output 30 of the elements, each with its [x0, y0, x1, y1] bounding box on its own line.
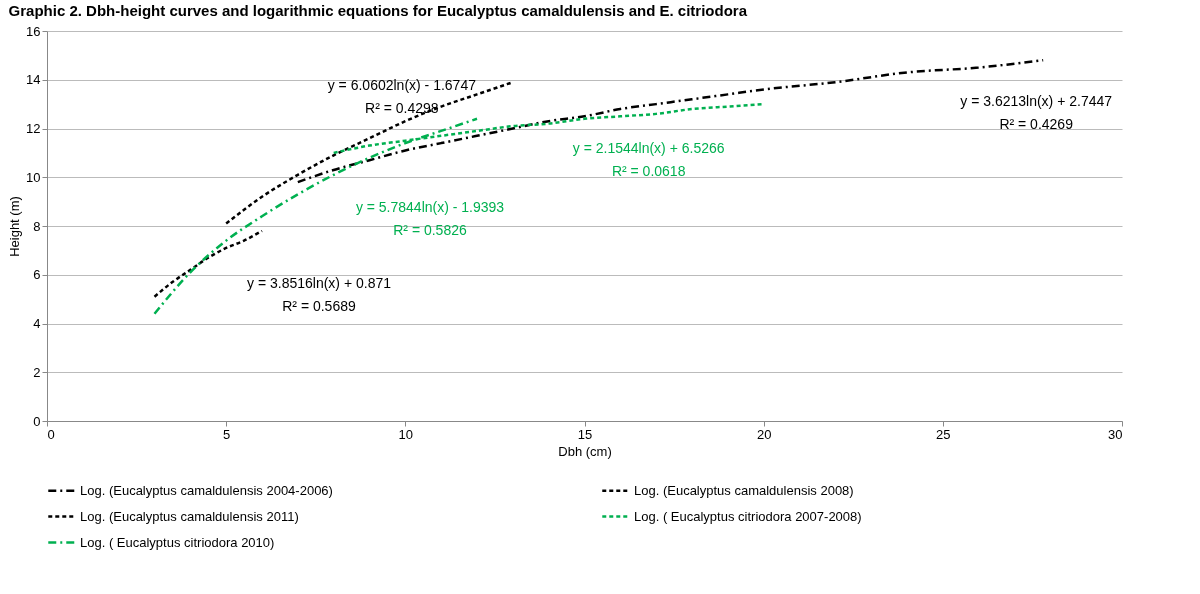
y-tick-label: 10 [26, 169, 41, 185]
legend-label: Log. ( Eucalyptus citriodora 2007-2008) [634, 508, 862, 524]
x-axis-title: Dbh (cm) [558, 443, 612, 459]
legend-label: Log. (Eucalyptus camaldulensis 2011) [80, 508, 299, 524]
legend-label: Log. (Eucalyptus camaldulensis 2008) [634, 482, 854, 498]
y-tick-label: 0 [33, 413, 41, 429]
y-tick-label: 14 [26, 72, 41, 88]
annotation: y = 5.7844ln(x) - 1.9393 R² = 0.5826 [355, 198, 505, 238]
x-tick-label: 25 [936, 426, 951, 442]
x-tick-label: 0 [47, 426, 55, 442]
chart-title: Graphic 2. Dbh-height curves and logarithmic equations for Eucalyptus camaldulensis and E. citriodora [8, 2, 748, 19]
x-tick-label: 20 [756, 426, 772, 442]
y-tick-label: 4 [33, 316, 41, 331]
x-tick-label: 30 [1108, 426, 1123, 442]
annotation: y = 6.0602ln(x) - 1.6747 R² = 0.4298 [327, 77, 477, 117]
annotation: y = 2.1544ln(x) + 6.5266 R² = 0.0618 [572, 140, 725, 180]
legend-label: Log. (Eucalyptus camaldulensis 2004-2006) [80, 482, 333, 498]
y-tick-label: 2 [33, 364, 41, 380]
y-tick-label: 12 [26, 121, 41, 136]
y-tick-label: 6 [33, 267, 41, 283]
x-tick-label: 10 [398, 426, 414, 442]
annotation: y = 3.8516ln(x) + 0.871 R² = 0.5689 [247, 274, 392, 314]
y-tick-label: 16 [26, 23, 41, 39]
legend-label: Log. ( Eucalyptus citriodora 2010) [80, 534, 275, 550]
x-tick-label: 5 [223, 426, 231, 442]
annotation: y = 3.6213ln(x) + 2.7447 R² = 0.4269 [960, 93, 1113, 133]
y-axis-title: Height (m) [7, 196, 23, 257]
y-tick-label: 8 [33, 218, 41, 234]
x-tick-label: 15 [577, 426, 593, 442]
line-series [153, 229, 264, 298]
